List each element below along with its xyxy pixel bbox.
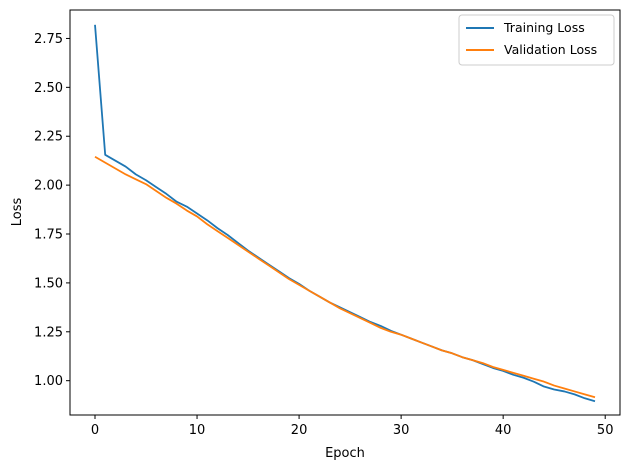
legend-box [458,14,615,66]
y-tick-label: 1.00 [34,374,63,389]
y-tick-label: 2.50 [34,81,63,96]
x-tick-label: 10 [189,423,206,438]
y-axis: 1.00 1.25 1.50 1.75 2.00 2.25 2.50 2.75 [34,32,70,389]
y-tick-label: 2.25 [34,130,63,145]
legend-label-training: Training Loss [503,20,585,35]
y-tick-label: 2.00 [34,179,63,194]
x-tick-label: 30 [393,423,410,438]
plot-frame [69,9,621,416]
y-tick-label: 2.75 [34,32,63,47]
series-line-validation-loss [94,155,596,399]
legend: Training Loss Validation Loss [458,14,615,66]
plot-area [70,10,620,415]
series-layer [94,24,596,403]
x-axis-title: Epoch [325,446,365,461]
y-tick-label: 1.50 [34,276,63,291]
x-tick-label: 0 [91,423,99,438]
x-tick-label: 20 [291,423,308,438]
legend-label-validation: Validation Loss [504,42,597,57]
x-tick-label: 40 [495,423,512,438]
x-axis: 0 10 20 30 40 50 [91,415,614,438]
x-tick-label: 50 [597,423,614,438]
y-axis-title: Loss [10,198,25,227]
y-tick-label: 1.25 [34,325,63,340]
y-tick-label: 1.75 [34,228,63,243]
